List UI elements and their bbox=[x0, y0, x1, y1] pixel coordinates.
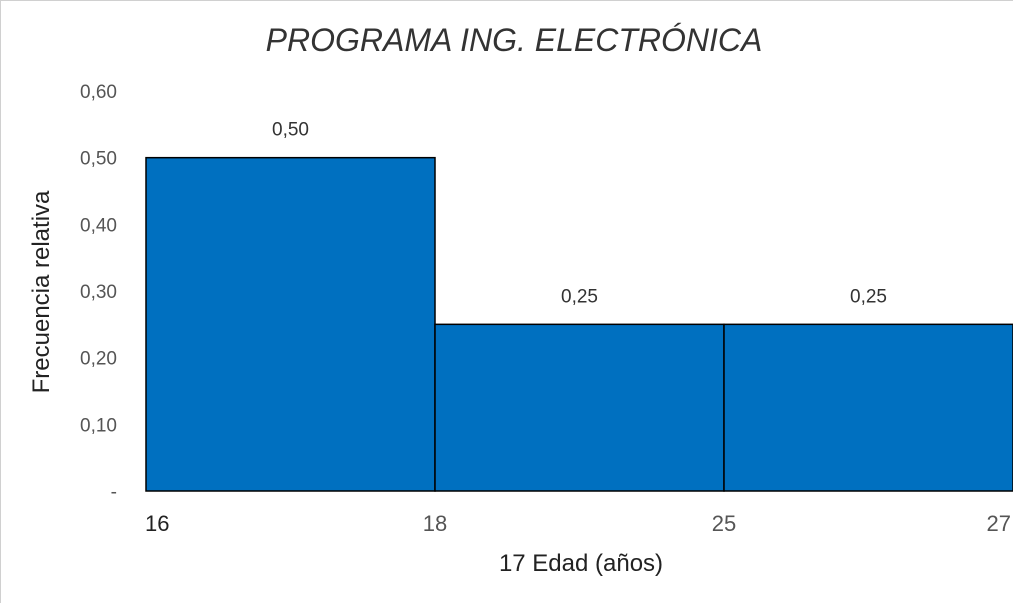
y-axis-label: Frecuencia relativa bbox=[28, 190, 55, 393]
x-axis-label: 17 Edad (años) bbox=[499, 550, 663, 577]
histogram-bars bbox=[145, 156, 1013, 492]
chart-title: PROGRAMA ING. ELECTRÓNICA bbox=[266, 22, 763, 58]
y-tick-label: 0,50 bbox=[80, 149, 117, 170]
bar-data-label: 0,50 bbox=[272, 120, 309, 141]
x-tick-label: 16 bbox=[145, 511, 169, 536]
y-tick-label: 0,20 bbox=[80, 349, 117, 370]
y-tick-label: 0,10 bbox=[80, 415, 117, 436]
y-axis-ticks: - 0,10 0,20 0,30 0,40 0,50 0,60 bbox=[80, 82, 117, 503]
x-tick-label: 18 bbox=[423, 511, 447, 536]
bar-data-label: 0,25 bbox=[850, 286, 887, 307]
y-tick-label: 0,60 bbox=[80, 82, 117, 103]
histogram-bar bbox=[723, 323, 1013, 492]
y-tick-label: 0,40 bbox=[80, 215, 117, 236]
histogram-bar bbox=[434, 323, 725, 492]
y-tick-label: - bbox=[111, 482, 117, 503]
x-tick-label: 27 bbox=[987, 511, 1011, 536]
data-labels: 0,50 0,25 0,25 bbox=[272, 120, 887, 308]
y-tick-label: 0,30 bbox=[80, 282, 117, 303]
x-axis-ticks: 16 18 25 27 bbox=[145, 511, 1011, 536]
histogram-bar bbox=[145, 156, 436, 492]
x-tick-label: 25 bbox=[712, 511, 736, 536]
bar-data-label: 0,25 bbox=[561, 286, 598, 307]
